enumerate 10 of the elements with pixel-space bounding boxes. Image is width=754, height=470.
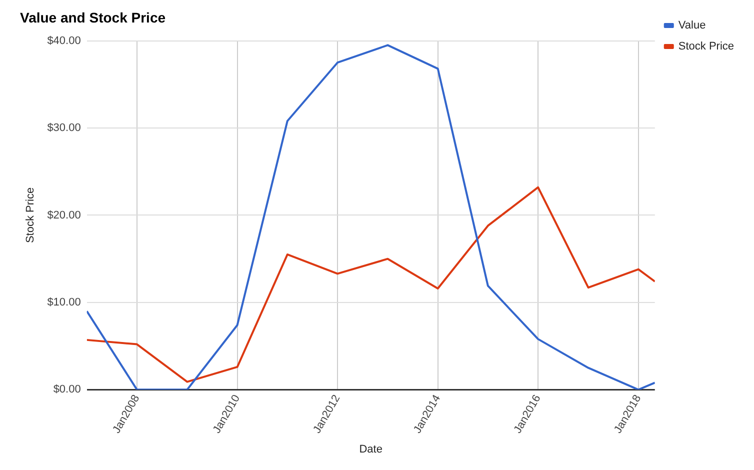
legend-label: Value: [678, 20, 706, 32]
y-tick-label: $20.00: [47, 209, 81, 222]
y-axis-title: Stock Price: [24, 187, 37, 244]
y-tick-label: $10.00: [47, 296, 81, 308]
y-tick-label: $30.00: [47, 122, 81, 134]
chart-title: Value and Stock Price: [20, 9, 166, 26]
y-tick-label: $0.00: [53, 384, 81, 396]
x-axis-title: Date: [359, 443, 382, 456]
y-tick-label: $40.00: [47, 34, 81, 47]
legend-label: Stock Price: [678, 40, 734, 53]
